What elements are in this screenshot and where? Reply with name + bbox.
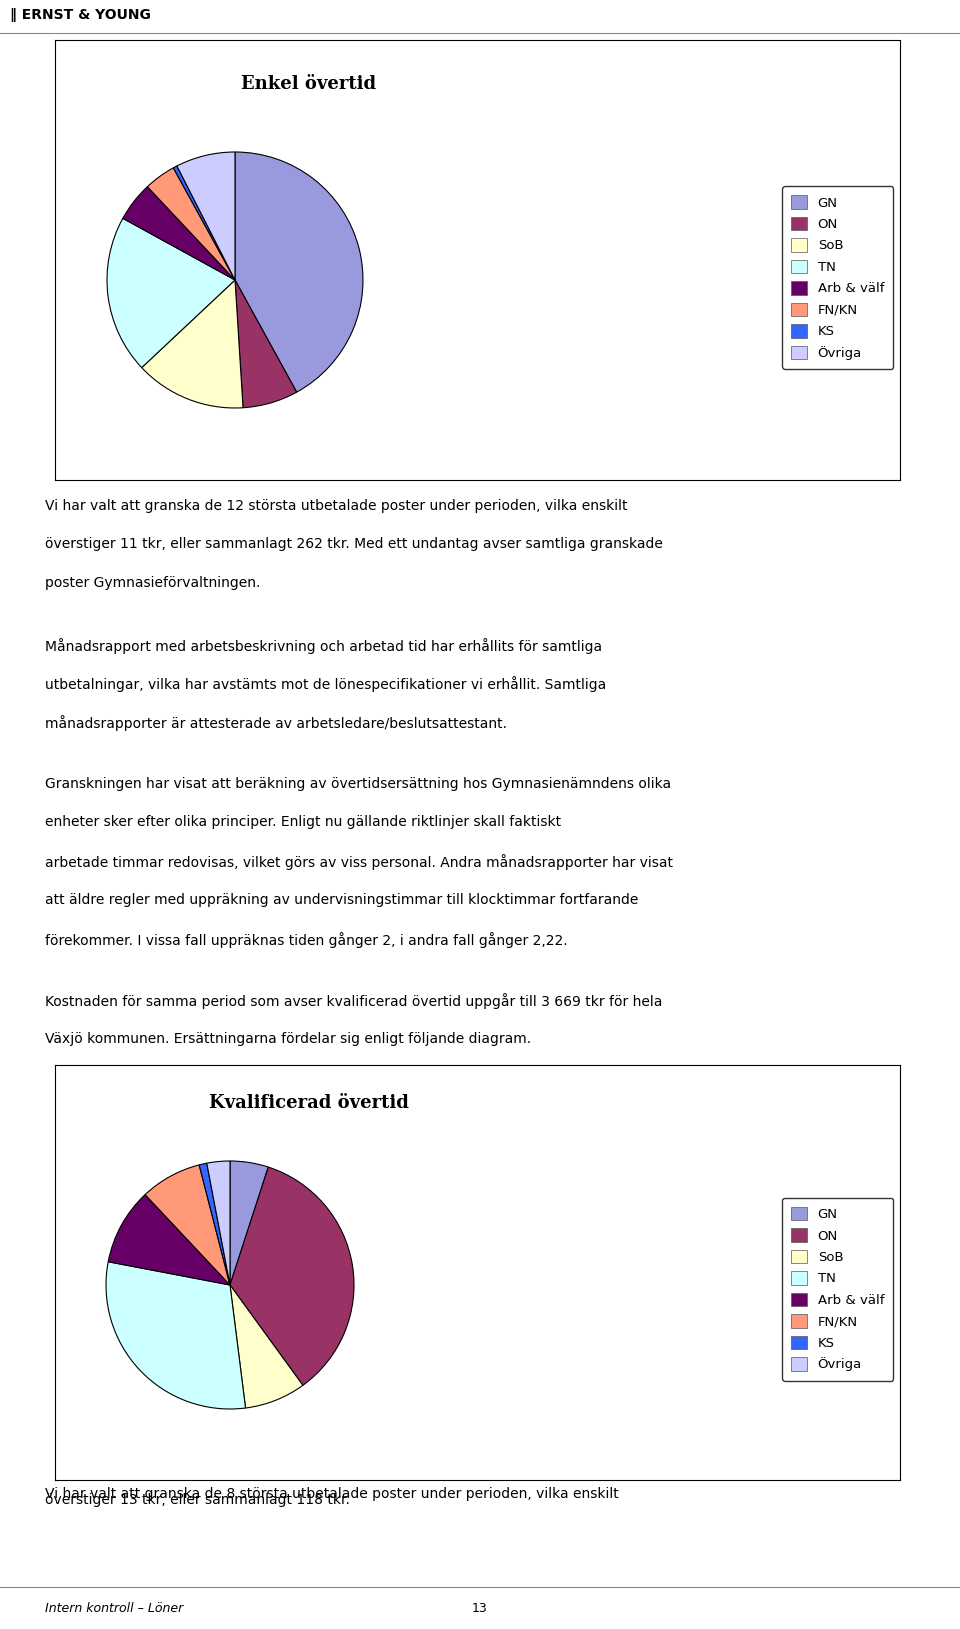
Wedge shape [142,280,243,407]
Wedge shape [108,1194,230,1285]
Wedge shape [206,1161,230,1285]
Text: ‖ ERNST & YOUNG: ‖ ERNST & YOUNG [10,8,151,23]
Wedge shape [230,1161,268,1285]
Wedge shape [177,151,235,280]
Text: poster Gymnasieförvaltningen.: poster Gymnasieförvaltningen. [45,577,260,590]
Text: Kostnaden för samma period som avser kvalificerad övertid uppgår till 3 669 tkr : Kostnaden för samma period som avser kva… [45,994,662,1010]
Text: Månadsrapport med arbetsbeskrivning och arbetad tid har erhållits för samtliga: Månadsrapport med arbetsbeskrivning och … [45,637,602,653]
Legend: GN, ON, SoB, TN, Arb & välf, FN/KN, KS, Övriga: GN, ON, SoB, TN, Arb & välf, FN/KN, KS, … [782,1197,894,1381]
Wedge shape [235,151,363,393]
Text: överstiger 13 tkr, eller sammanlagt 118 tkr.: överstiger 13 tkr, eller sammanlagt 118 … [45,1494,349,1507]
Text: Granskningen har visat att beräkning av övertidsersättning hos Gymnasienämndens : Granskningen har visat att beräkning av … [45,777,671,790]
Text: Vi har valt att granska de 8 största utbetalade poster under perioden, vilka ens: Vi har valt att granska de 8 största utb… [45,1487,619,1502]
Wedge shape [199,1163,230,1285]
Text: förekommer. I vissa fall uppräknas tiden gånger 2, i andra fall gånger 2,22.: förekommer. I vissa fall uppräknas tiden… [45,932,567,948]
Text: arbetade timmar redovisas, vilket görs av viss personal. Andra månadsrapporter h: arbetade timmar redovisas, vilket görs a… [45,854,673,870]
Text: 13: 13 [472,1603,488,1616]
Wedge shape [106,1262,246,1409]
Text: utbetalningar, vilka har avstämts mot de lönespecifikationer vi erhållit. Samtli: utbetalningar, vilka har avstämts mot de… [45,676,607,692]
Wedge shape [107,218,235,368]
Legend: GN, ON, SoB, TN, Arb & välf, FN/KN, KS, Övriga: GN, ON, SoB, TN, Arb & välf, FN/KN, KS, … [782,186,894,370]
Text: Vi har valt att granska de 12 största utbetalade poster under perioden, vilka en: Vi har valt att granska de 12 största ut… [45,498,628,513]
Wedge shape [148,168,235,280]
Text: Intern kontroll – Löner: Intern kontroll – Löner [45,1603,183,1616]
Text: Växjö kommunen. Ersättningarna fördelar sig enligt följande diagram.: Växjö kommunen. Ersättningarna fördelar … [45,1033,531,1046]
Text: Enkel övertid: Enkel övertid [241,75,376,93]
Text: Kvalificerad övertid: Kvalificerad övertid [208,1095,408,1113]
Wedge shape [235,280,297,407]
Wedge shape [123,187,235,280]
Text: överstiger 11 tkr, eller sammanlagt 262 tkr. Med ett undantag avser samtliga gra: överstiger 11 tkr, eller sammanlagt 262 … [45,538,662,551]
Wedge shape [230,1285,303,1407]
Text: att äldre regler med uppräkning av undervisningstimmar till klocktimmar fortfara: att äldre regler med uppräkning av under… [45,893,638,907]
Text: månadsrapporter är attesterade av arbetsledare/beslutsattestant.: månadsrapporter är attesterade av arbets… [45,715,507,731]
Wedge shape [174,166,235,280]
Wedge shape [230,1166,354,1385]
Text: enheter sker efter olika principer. Enligt nu gällande riktlinjer skall faktiskt: enheter sker efter olika principer. Enli… [45,816,562,829]
Wedge shape [145,1165,230,1285]
